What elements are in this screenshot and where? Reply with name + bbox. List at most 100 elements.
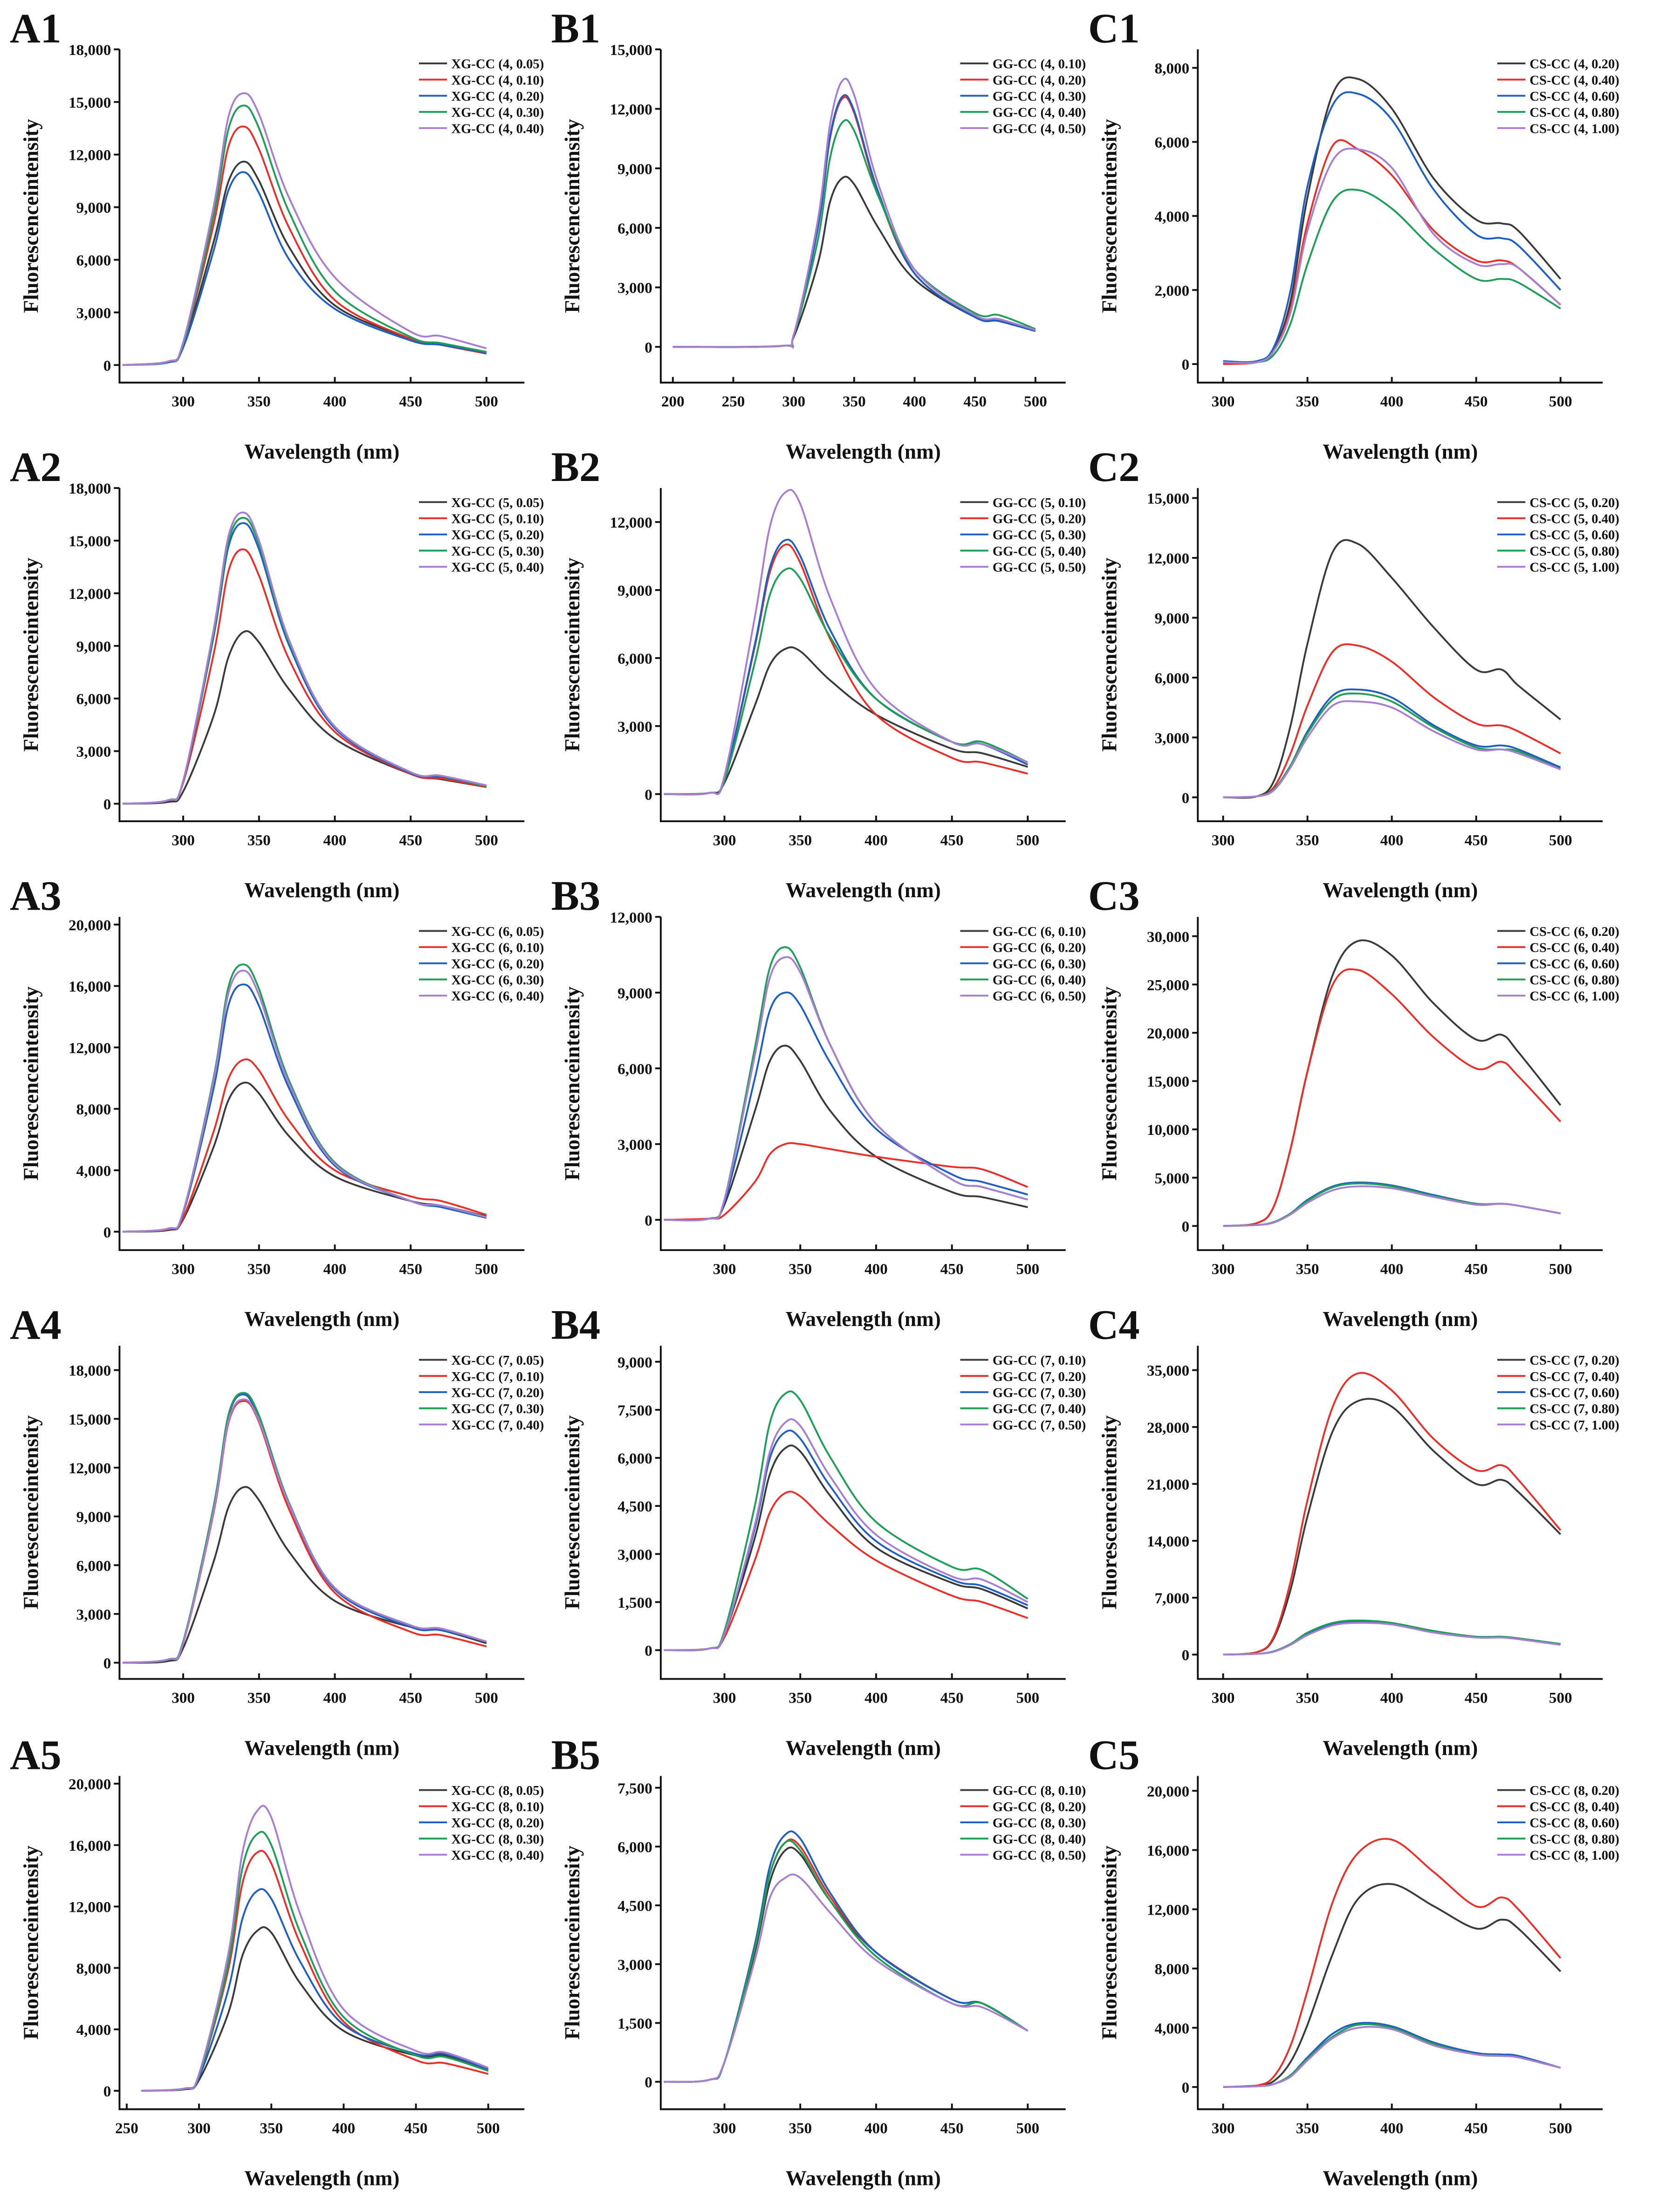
- chart-panel-c3: C3 0 5,000 10,000 15,000 20,000 25,000 30,000 30…: [1088, 872, 1619, 1331]
- x-tick-label: 350: [247, 831, 271, 849]
- x-tick-label: 300: [782, 393, 805, 410]
- chart-panel-b5: B5 0 1,500 3,000 4,500 6,000 7,500 300 350 400 450…: [551, 1731, 1086, 2190]
- panel-label: C2: [1088, 443, 1140, 490]
- x-tick-label: 350: [789, 1690, 812, 1707]
- x-axis-label: Wavelength (nm): [244, 1307, 399, 1331]
- series-line-red: [122, 1400, 487, 1664]
- series-line-green: [122, 1392, 487, 1664]
- y-tick-label: 7,500: [617, 1402, 652, 1419]
- x-tick-label: 450: [1465, 393, 1488, 410]
- y-tick-label: 9,000: [617, 985, 652, 1002]
- series-line-red: [122, 1058, 487, 1233]
- y-tick-label: 3,000: [1155, 729, 1190, 747]
- y-axis-label: Fluorescenceintensity: [1097, 119, 1121, 313]
- legend-entry: GG-CC (4, 0.30): [993, 89, 1086, 104]
- chart-panel-b3: B3 0 3,000 6,000 9,000 12,000 300 350 400 450 500 F…: [551, 872, 1086, 1331]
- y-tick-label: 12,000: [610, 514, 652, 531]
- legend-entry: CS-CC (4, 1.00): [1529, 121, 1619, 136]
- chart-panel-b2: B2 0 3,000 6,000 9,000 12,000 300 350 400 450 500 F…: [551, 443, 1086, 902]
- panel-label: C1: [1088, 5, 1140, 52]
- x-tick-label: 300: [1212, 2120, 1235, 2137]
- y-tick-label: 9,000: [617, 160, 652, 178]
- x-tick-label: 500: [1016, 1690, 1040, 1707]
- series-line-black: [122, 1486, 487, 1664]
- y-tick-label: 12,000: [69, 147, 111, 164]
- x-tick-label: 400: [332, 2120, 356, 2137]
- x-tick-label: 250: [722, 393, 745, 410]
- legend-entry: XG-CC (4, 0.40): [451, 121, 544, 136]
- panel-label: B2: [551, 443, 601, 490]
- y-tick-label: 0: [103, 1655, 111, 1672]
- y-tick-label: 8,000: [1155, 60, 1190, 77]
- legend-entry: GG-CC (6, 0.30): [993, 956, 1086, 971]
- chart-panel-a1: A1 0 3,000 6,000 9,000 12,000 15,000 18,000 300 3…: [10, 5, 544, 463]
- legend-entry: CS-CC (5, 0.60): [1529, 528, 1619, 543]
- axes: [1197, 917, 1603, 1251]
- x-tick-label: 450: [940, 1261, 964, 1278]
- axes: [659, 1346, 1066, 1680]
- x-tick-label: 400: [864, 2120, 888, 2137]
- x-tick-label: 400: [1380, 831, 1404, 849]
- axes: [118, 1346, 525, 1680]
- legend-entry: GG-CC (7, 0.30): [993, 1385, 1086, 1400]
- y-tick-label: 3,000: [617, 1136, 652, 1154]
- y-tick-label: 15,000: [69, 1411, 111, 1428]
- x-axis-label: Wavelength (nm): [1323, 879, 1478, 902]
- legend-entry: XG-CC (5, 0.10): [451, 512, 544, 527]
- series-line-green: [664, 946, 1028, 1222]
- y-axis-label: Fluorescenceintensity: [1097, 557, 1121, 752]
- legend-entry: GG-CC (8, 0.10): [993, 1783, 1086, 1798]
- panel-label: B5: [551, 1731, 601, 1778]
- series-line-purple: [1223, 1185, 1561, 1227]
- x-tick-label: 450: [399, 1690, 422, 1707]
- legend-entry: XG-CC (8, 0.05): [451, 1783, 544, 1798]
- panel-label: C4: [1088, 1301, 1140, 1348]
- series-line-purple: [1223, 700, 1561, 798]
- y-tick-label: 12,000: [69, 1899, 111, 1916]
- series-line-black: [664, 1846, 1028, 2083]
- x-tick-label: 350: [247, 393, 271, 410]
- legend-entry: XG-CC (8, 0.30): [451, 1832, 544, 1847]
- legend-entry: CS-CC (5, 0.80): [1529, 544, 1619, 559]
- legend-entry: GG-CC (4, 0.10): [993, 57, 1086, 72]
- y-tick-label: 16,000: [69, 1837, 111, 1855]
- x-axis-label: Wavelength (nm): [786, 1307, 941, 1331]
- y-tick-label: 6,000: [617, 220, 652, 237]
- x-tick-label: 450: [1465, 1690, 1488, 1707]
- x-tick-label: 300: [713, 1261, 736, 1278]
- x-tick-label: 300: [187, 2120, 211, 2137]
- legend-entry: CS-CC (7, 0.40): [1529, 1369, 1619, 1384]
- series-line-black: [1223, 939, 1562, 1227]
- y-tick-label: 1,500: [617, 1594, 652, 1611]
- chart-panel-c2: C2 0 3,000 6,000 9,000 12,000 15,000 300 350 400 4…: [1088, 443, 1619, 902]
- y-tick-label: 0: [1182, 1218, 1190, 1235]
- series-line-red: [664, 543, 1028, 796]
- legend-entry: XG-CC (4, 0.05): [451, 57, 544, 72]
- series-line-red: [1223, 643, 1561, 798]
- legend-entry: XG-CC (8, 0.40): [451, 1848, 544, 1863]
- y-axis-label: Fluorescenceintensity: [561, 1845, 584, 2040]
- series-line-purple: [664, 489, 1028, 796]
- series-line-blue: [122, 983, 487, 1233]
- y-axis-label: Fluorescenceintensity: [19, 119, 42, 313]
- y-tick-label: 18,000: [69, 41, 111, 59]
- x-tick-label: 300: [1212, 1261, 1235, 1278]
- series-line-blue: [141, 1888, 489, 2092]
- x-tick-label: 300: [713, 831, 736, 849]
- legend-entry: GG-CC (7, 0.10): [993, 1353, 1086, 1368]
- axes: [118, 49, 525, 384]
- series-line-red: [1223, 1372, 1562, 1656]
- series-line-purple: [122, 969, 487, 1233]
- y-tick-label: 9,000: [76, 199, 111, 217]
- y-tick-label: 0: [1182, 2079, 1190, 2096]
- x-tick-label: 350: [843, 393, 866, 410]
- series-line-blue: [664, 538, 1028, 796]
- series-line-red: [1223, 1838, 1562, 2088]
- legend-entry: CS-CC (4, 0.20): [1529, 57, 1619, 72]
- x-axis-label: Wavelength (nm): [244, 440, 399, 463]
- legend-entry: GG-CC (7, 0.50): [993, 1418, 1086, 1433]
- series-line-black: [1223, 539, 1561, 799]
- series-line-blue: [1223, 91, 1562, 363]
- y-tick-label: 6,000: [617, 650, 652, 667]
- x-tick-label: 500: [475, 831, 498, 849]
